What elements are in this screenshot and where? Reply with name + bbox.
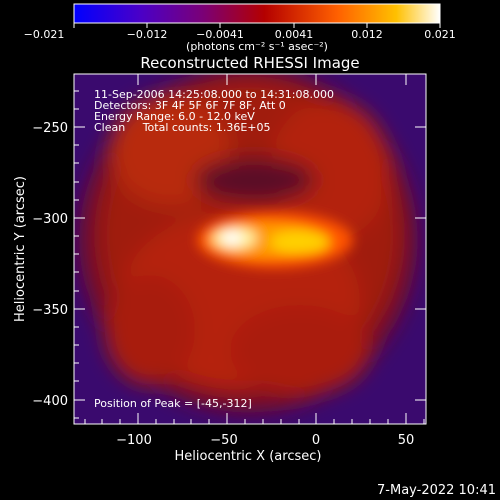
y-tick-label: −350 <box>32 303 68 318</box>
x-tick-label: −100 <box>116 433 152 448</box>
chart-title: Reconstructed RHESSI Image <box>140 54 359 72</box>
y-tick-label: −400 <box>32 394 68 409</box>
y-tick-label: −300 <box>32 212 68 227</box>
annotation-detectors: Detectors: 3F 4F 5F 6F 7F 8F, Att 0 <box>94 99 286 112</box>
x-tick-label: 0 <box>312 433 320 448</box>
annotation-energy-range: Energy Range: 6.0 - 12.0 keV <box>94 110 255 123</box>
x-axis-label: Heliocentric X (arcsec) <box>175 449 322 464</box>
colorbar-tick-label: 0.021 <box>424 28 456 41</box>
x-tick-label: −50 <box>210 433 237 448</box>
colorbar-tick-label: −0.012 <box>127 28 168 41</box>
y-axis-label: Heliocentric Y (arcsec) <box>13 176 28 322</box>
colorbar-tick-label: −0.021 <box>24 28 65 41</box>
annotation-clean-counts: Clean Total counts: 1.36E+05 <box>94 121 271 134</box>
x-axis-ticks <box>84 74 425 424</box>
annotation-peak-position: Position of Peak = [-45,-312] <box>94 397 252 410</box>
y-tick-label: −250 <box>32 121 68 136</box>
plot-frame <box>73 73 427 425</box>
heatmap-image <box>74 74 426 424</box>
annotation-time-range: 11-Sep-2006 14:25:08.000 to 14:31:08.000 <box>94 88 334 101</box>
colorbar-tick-label: 0.0041 <box>275 28 314 41</box>
x-tick-label: 50 <box>398 433 415 448</box>
colorbar-tick-label: 0.012 <box>351 28 383 41</box>
y-axis-ticks <box>74 90 426 419</box>
colorbar-units: (photons cm⁻² s⁻¹ asec⁻²) <box>186 40 328 53</box>
colorbar-tick-label: −0.0041 <box>196 28 244 41</box>
footer-timestamp: 7-May-2022 10:41 <box>377 483 496 498</box>
colorbar-ticks <box>73 23 441 28</box>
colorbar <box>73 3 441 24</box>
